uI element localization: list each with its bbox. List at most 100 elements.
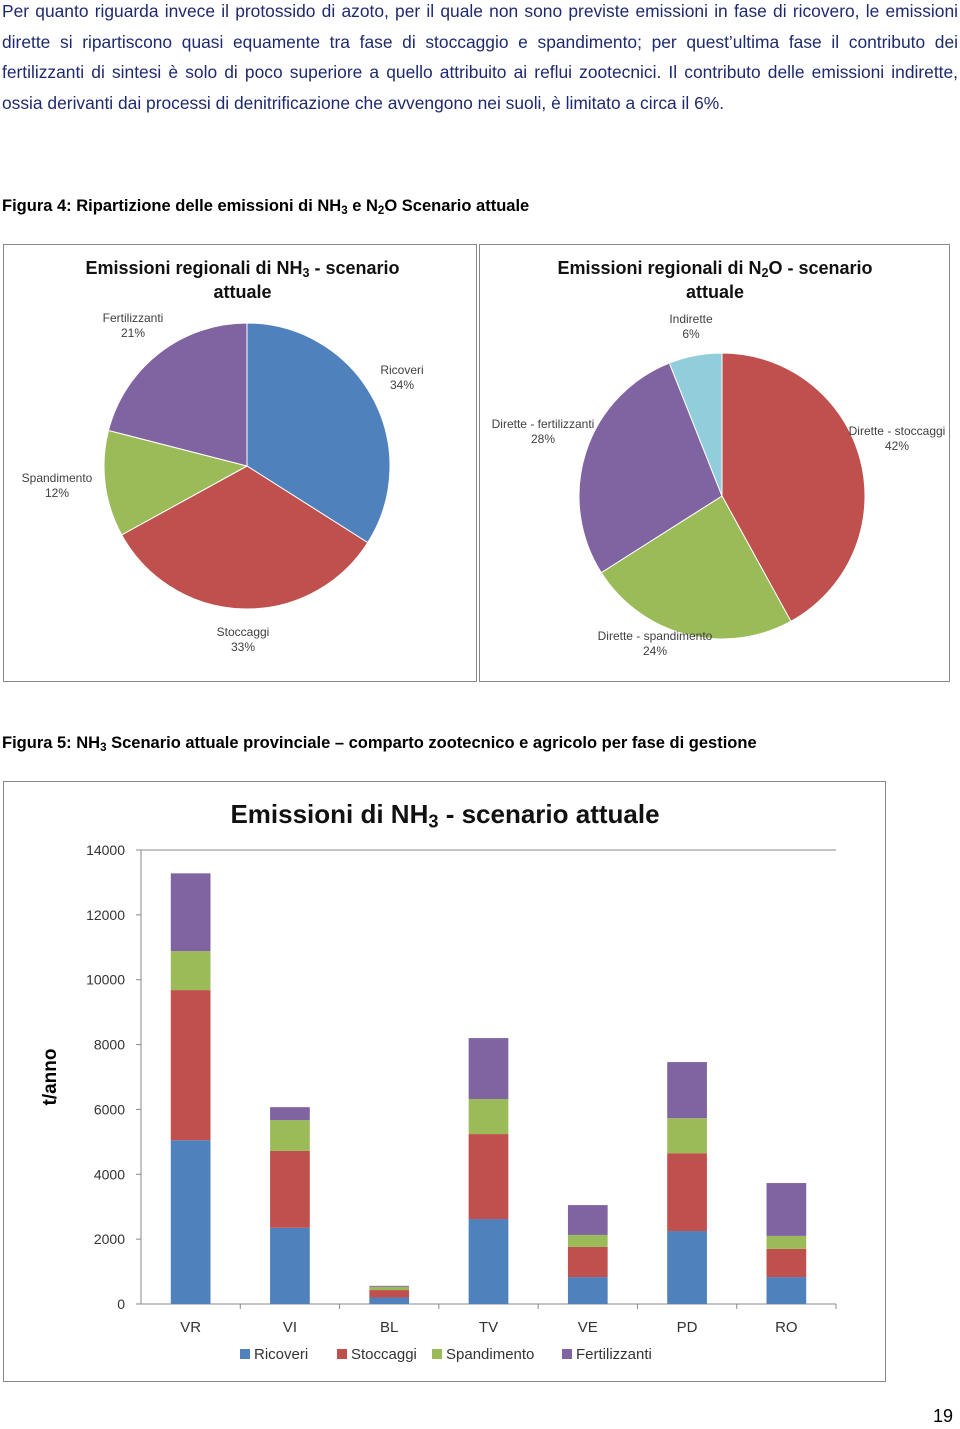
- bar-segment: [567, 1246, 608, 1278]
- slice-value-label: 34%: [390, 378, 414, 392]
- bar-segment: [270, 1150, 310, 1228]
- slice-value-label: 28%: [531, 432, 555, 446]
- slice-label: Indirette: [669, 312, 713, 326]
- slice-label: Dirette - spandimento: [598, 629, 713, 643]
- text-part: Emissioni di NH: [230, 799, 429, 829]
- pie-slice: [246, 322, 391, 544]
- bar-segment: [170, 1140, 211, 1304]
- y-tick-label: 4000: [94, 1166, 125, 1182]
- y-tick-label: 8000: [94, 1037, 125, 1053]
- text-part: Scenario attuale provinciale – comparto …: [106, 734, 757, 752]
- text-part: O Scenario attuale: [384, 197, 530, 215]
- x-tick-label: RO: [775, 1319, 798, 1336]
- pie-slice: [721, 352, 866, 622]
- figure-caption: Figura 5: NH3 Scenario attuale provincia…: [2, 734, 757, 754]
- bar-segment: [667, 1231, 707, 1304]
- text-part: Emissioni regionali di N: [557, 258, 762, 278]
- bar-segment: [468, 1038, 509, 1100]
- bar-segment: [270, 1120, 310, 1151]
- chart-frame: [3, 781, 886, 1382]
- x-tick-label: TV: [479, 1319, 498, 1336]
- bar-segment: [766, 1248, 807, 1278]
- y-tick-label: 6000: [94, 1101, 125, 1117]
- pie-slice: [103, 429, 249, 536]
- page-number: 19: [933, 1406, 954, 1426]
- legend-label: Fertilizzanti: [576, 1346, 652, 1363]
- bar-segment: [369, 1285, 410, 1287]
- bar-segment: [170, 990, 211, 1141]
- slice-label: Dirette - fertilizzanti: [492, 417, 595, 431]
- chart-title: Emissioni regionali di N2O - scenario at…: [550, 256, 880, 304]
- slice-value-label: 24%: [643, 644, 667, 658]
- subscript: 3: [341, 204, 348, 217]
- bar-segment: [667, 1062, 707, 1119]
- bar-segment: [468, 1134, 509, 1220]
- slice-label: Dirette - stoccaggi: [849, 424, 946, 438]
- legend-label: Spandimento: [446, 1346, 534, 1363]
- legend-swatch: [432, 1349, 442, 1359]
- x-tick-label: VI: [283, 1319, 297, 1336]
- y-axis-label: t/anno: [40, 1049, 61, 1106]
- slice-label: Stoccaggi: [217, 625, 270, 639]
- y-tick-label: 2000: [94, 1231, 125, 1247]
- bar-segment: [667, 1153, 707, 1232]
- legend-label: Stoccaggi: [351, 1346, 417, 1363]
- bar-segment: [468, 1099, 509, 1135]
- figure-caption: Figura 4: Ripartizione delle emissioni d…: [2, 197, 530, 217]
- text-part: e N: [347, 197, 378, 215]
- slice-label: Fertilizzanti: [103, 311, 164, 325]
- bar-segment: [270, 1107, 310, 1121]
- bar-segment: [667, 1118, 707, 1154]
- legend-swatch: [562, 1349, 572, 1359]
- pie-slice: [600, 495, 792, 640]
- x-tick-label: BL: [380, 1319, 398, 1336]
- y-tick-label: 14000: [86, 842, 125, 858]
- legend-swatch: [337, 1349, 347, 1359]
- bar-segment: [369, 1290, 410, 1298]
- bar-segment: [766, 1235, 807, 1249]
- x-tick-label: VR: [180, 1319, 201, 1336]
- y-tick-label: 10000: [86, 972, 125, 988]
- subscript: 3: [100, 741, 107, 754]
- slice-value-label: 33%: [231, 640, 255, 654]
- slice-value-label: 42%: [885, 439, 909, 453]
- text-part: - scenario attuale: [438, 799, 660, 829]
- pie-slice: [578, 362, 723, 574]
- bar-segment: [766, 1277, 807, 1304]
- slice-value-label: 6%: [682, 327, 700, 341]
- pie-slice: [107, 322, 248, 467]
- bar-segment: [567, 1234, 608, 1247]
- legend-swatch: [240, 1349, 250, 1359]
- bar-segment: [468, 1219, 509, 1304]
- bar-segment: [369, 1286, 410, 1291]
- pie-slice: [668, 352, 723, 497]
- bar-segment: [170, 951, 211, 991]
- bar-segment: [766, 1183, 807, 1236]
- legend-label: Ricoveri: [254, 1346, 308, 1363]
- subscript: 3: [302, 266, 310, 281]
- subscript: 3: [428, 811, 439, 832]
- x-tick-label: PD: [677, 1319, 698, 1336]
- slice-label: Ricoveri: [380, 363, 423, 377]
- slice-label: Spandimento: [22, 471, 93, 485]
- subscript: 2: [761, 266, 769, 281]
- y-tick-label: 12000: [86, 907, 125, 923]
- text-part: Figura 5: NH: [2, 734, 101, 752]
- subscript: 2: [377, 204, 385, 217]
- chart-title: Emissioni di NH3 - scenario attuale: [150, 798, 740, 832]
- chart-title: Emissioni regionali di NH3 - scenario at…: [75, 256, 410, 304]
- bar-segment: [270, 1227, 310, 1304]
- text-part: O - scenario attuale: [685, 258, 873, 302]
- pie-slice: [121, 465, 369, 610]
- x-tick-label: VE: [578, 1319, 598, 1336]
- text-part: - scenario attuale: [213, 258, 400, 302]
- slice-value-label: 12%: [45, 486, 69, 500]
- bar-segment: [369, 1297, 410, 1304]
- text-part: Figura 4: Ripartizione delle emissioni d…: [2, 197, 342, 215]
- bar-segment: [567, 1205, 608, 1235]
- y-tick-label: 0: [117, 1296, 125, 1312]
- slice-value-label: 21%: [121, 326, 145, 340]
- bar-segment: [567, 1277, 608, 1304]
